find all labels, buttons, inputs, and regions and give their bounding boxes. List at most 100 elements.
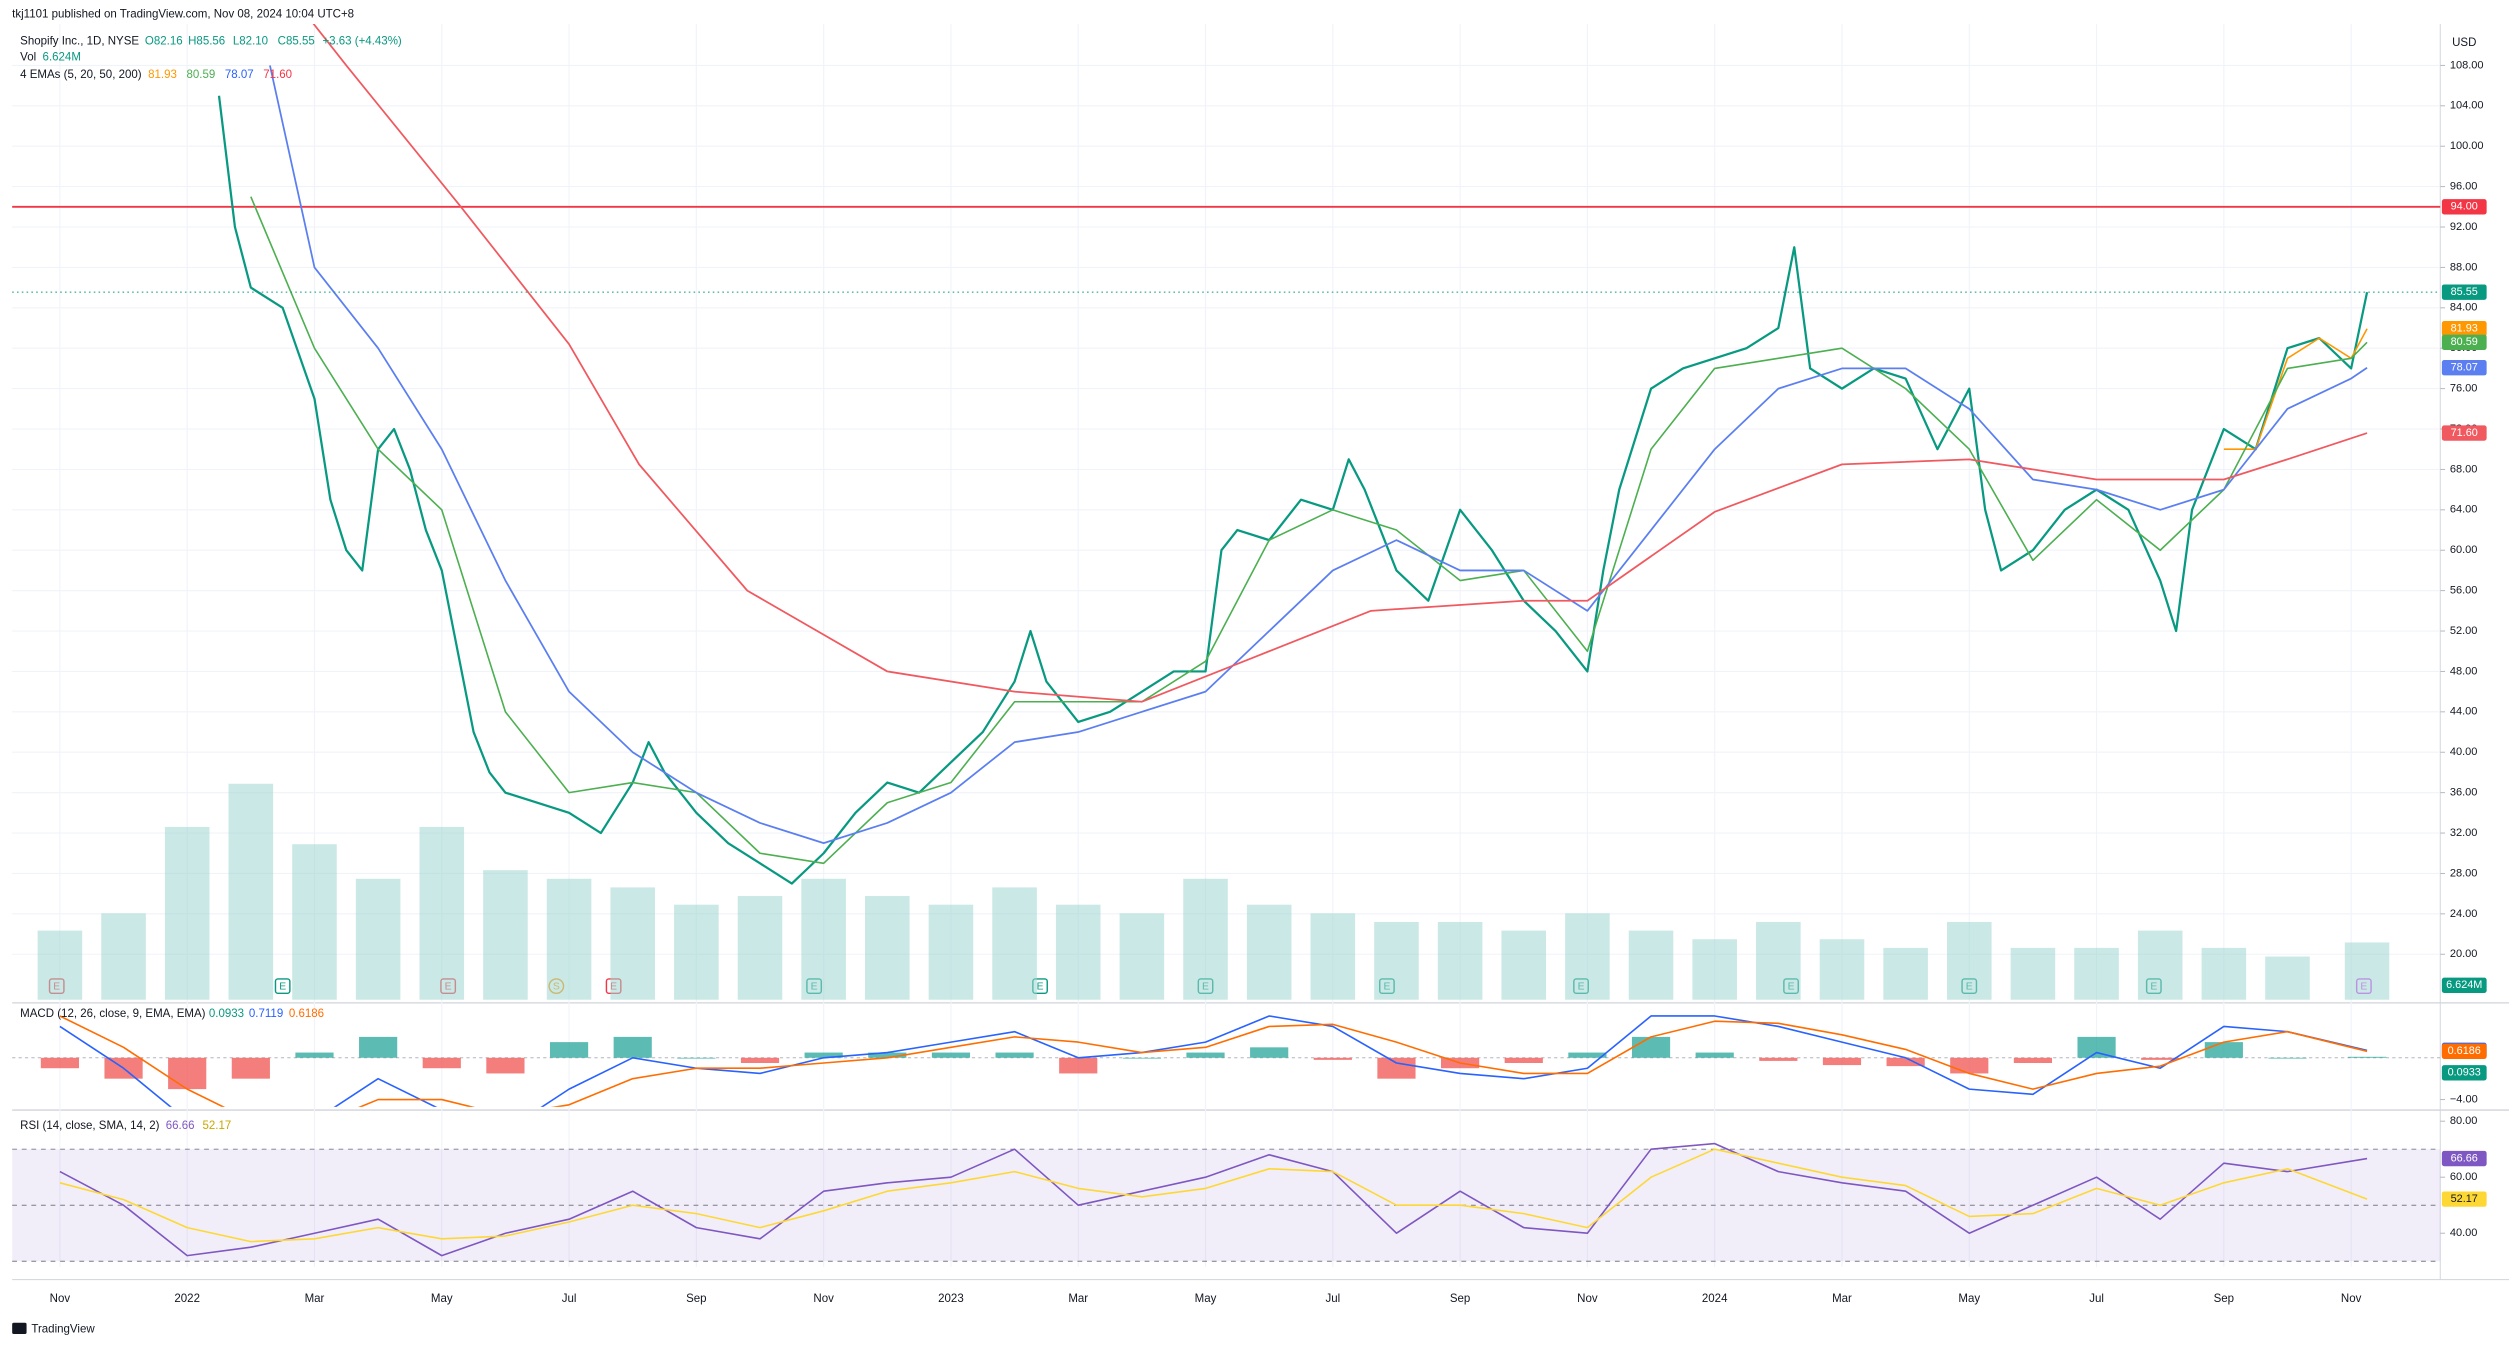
price-badge-label: 85.55 xyxy=(2451,286,2478,298)
x-tick-label: Nov xyxy=(50,1293,71,1305)
publisher: tkj1101 published on TradingView.com, No… xyxy=(12,8,354,20)
volume-bar xyxy=(355,878,401,1000)
volume-bar xyxy=(1628,930,1674,1000)
volume-bar xyxy=(1183,878,1228,1000)
histogram-bar xyxy=(2077,1036,2116,1058)
price-badge xyxy=(2441,284,2487,300)
series-line xyxy=(59,1015,2368,1107)
volume-bar xyxy=(2344,942,2390,1000)
ema-name: 4 EMAs (5, 20, 50, 200) xyxy=(20,69,142,81)
price-badge-label: 0.6186 xyxy=(2448,1045,2481,1057)
logo xyxy=(12,1322,27,1335)
histogram-bar xyxy=(1313,1057,1352,1060)
histogram-bar xyxy=(2347,1056,2387,1058)
high: H85.56 xyxy=(188,36,225,48)
y-tick-label: 84.00 xyxy=(2450,302,2478,314)
histogram-bar xyxy=(995,1052,1034,1058)
volume-bar xyxy=(992,887,1037,1000)
histogram-bar xyxy=(804,1052,843,1058)
price-badge xyxy=(2441,1150,2487,1167)
y-tick-label: 28.00 xyxy=(2450,867,2478,879)
volume-bar xyxy=(1565,913,1610,1000)
rsi-value: 52.17 xyxy=(203,1120,232,1132)
series-line xyxy=(312,23,2368,703)
volume-bar xyxy=(801,878,846,1000)
rsi-value: 66.66 xyxy=(166,1120,195,1132)
volume-bar xyxy=(610,887,655,1000)
volume-bar xyxy=(2137,930,2183,1000)
histogram-bar xyxy=(1822,1057,1862,1066)
y-tick-label: 64.00 xyxy=(2450,504,2478,516)
price-badge-label: 78.07 xyxy=(2451,362,2478,374)
volume-bar xyxy=(1883,947,1928,1000)
y-tick-label: 96.00 xyxy=(2450,181,2478,193)
volume-bar xyxy=(101,913,146,1000)
series-line xyxy=(2223,328,2368,451)
histogram-bar xyxy=(486,1057,525,1074)
histogram-bar xyxy=(1568,1052,1607,1058)
x-tick-label: Nov xyxy=(1577,1293,1598,1305)
x-tick-label: Jul xyxy=(1325,1293,1340,1305)
histogram-bar xyxy=(40,1057,79,1069)
volume-bar xyxy=(928,904,974,1000)
y-tick-label: 40.00 xyxy=(2450,1227,2478,1239)
macd-name: MACD (12, 26, close, 9, EMA, EMA) xyxy=(20,1008,206,1020)
volume-value: 6.624M xyxy=(43,52,81,64)
histogram-bar xyxy=(1122,1057,1161,1059)
volume-bar xyxy=(228,783,274,1000)
symbol: Shopify Inc., 1D, NYSE xyxy=(20,36,139,48)
volume-bar xyxy=(483,870,528,1000)
price-badge xyxy=(2441,199,2487,215)
histogram-bar xyxy=(2013,1057,2053,1063)
event-label: E xyxy=(279,981,286,992)
volume-bar xyxy=(2265,956,2310,1000)
footer-brand: TradingView xyxy=(31,1323,95,1335)
ema-value: 80.59 xyxy=(187,69,216,81)
price-badge-label: 52.17 xyxy=(2451,1193,2478,1205)
volume-bar xyxy=(164,826,210,1000)
y-tick-label: 40.00 xyxy=(2450,746,2478,758)
y-tick-label: 104.00 xyxy=(2450,100,2484,112)
x-tick-label: Sep xyxy=(1450,1293,1470,1305)
price-badge-label: 80.59 xyxy=(2451,336,2478,348)
histogram-bar xyxy=(677,1057,716,1059)
ema-value: 71.60 xyxy=(263,69,292,81)
low: L82.10 xyxy=(233,36,268,48)
y-tick-label: 60.00 xyxy=(2450,1171,2478,1183)
y-tick-label: 92.00 xyxy=(2450,221,2478,233)
y-tick-label: 20.00 xyxy=(2450,948,2478,960)
x-tick-label: 2022 xyxy=(174,1293,200,1305)
volume-bar xyxy=(1946,921,1992,1000)
histogram-bar xyxy=(1886,1057,1925,1067)
histogram-bar xyxy=(549,1042,589,1058)
y-tick-label: 48.00 xyxy=(2450,665,2478,677)
volume-bar xyxy=(737,896,783,1000)
y-tick-label: 52.00 xyxy=(2450,625,2478,637)
histogram-bar xyxy=(1059,1057,1098,1074)
x-tick-label: May xyxy=(431,1293,453,1305)
y-tick-label: 80.00 xyxy=(2450,1115,2478,1127)
volume-bar xyxy=(1374,921,1419,1000)
open: O82.16 xyxy=(145,36,183,48)
volume-bar xyxy=(1437,921,1483,1000)
volume-bar xyxy=(1119,913,1165,1000)
price-badge xyxy=(2441,1191,2487,1207)
volume-bar xyxy=(1310,913,1356,1000)
histogram-bar xyxy=(2268,1057,2307,1059)
x-tick-label: Mar xyxy=(1832,1293,1852,1305)
x-tick-label: 2023 xyxy=(938,1293,964,1305)
price-badge xyxy=(2441,360,2487,376)
plot-layer: Nov 2022 Mar May Jul Sep Nov 2023 Mar May Jul Sep No… xyxy=(12,23,2487,1305)
y-tick-label: 76.00 xyxy=(2450,383,2478,395)
histogram-bar xyxy=(1250,1047,1289,1058)
ema-value: 78.07 xyxy=(225,69,254,81)
x-tick-label: May xyxy=(1958,1293,1980,1305)
change: +3.63 (+4.43%) xyxy=(322,36,401,48)
histogram-bar xyxy=(231,1057,270,1079)
histogram-bar xyxy=(931,1052,971,1058)
price-badge xyxy=(2441,321,2487,337)
y-tick-label: 100.00 xyxy=(2450,140,2484,152)
